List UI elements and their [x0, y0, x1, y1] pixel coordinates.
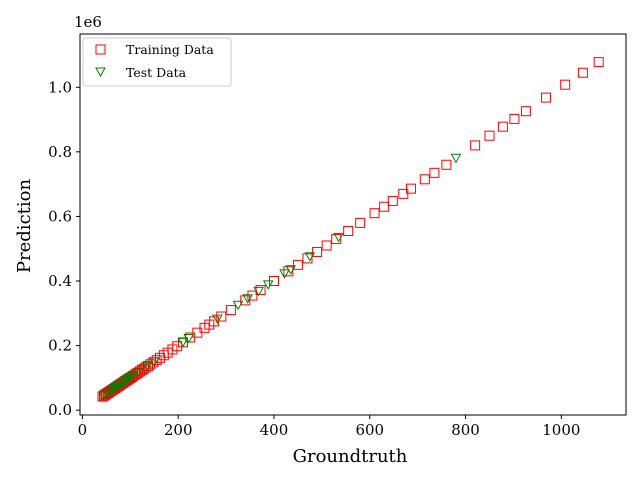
training-data-point [497, 121, 508, 132]
test-data-point [132, 368, 143, 379]
test-data-point [141, 362, 153, 372]
test-data-point [116, 379, 128, 389]
x-axis-label: Groundtruth [293, 446, 408, 467]
training-data-point [158, 350, 169, 361]
y-tick-label: 0.6 [48, 207, 72, 225]
training-data-point [484, 130, 495, 141]
training-data-point [387, 195, 398, 206]
test-data-point [104, 387, 116, 397]
y-offset-label: 1e6 [74, 13, 102, 31]
training-data-point [302, 253, 313, 264]
y-axis-ticks: 0.0 0.2 0.4 0.6 0.8 1.0 [48, 78, 80, 419]
training-data-point [343, 225, 354, 236]
x-tick-label: 200 [164, 421, 193, 439]
test-data-point [253, 286, 265, 297]
test-data-point [177, 337, 189, 348]
y-tick-label: 0.8 [48, 143, 72, 161]
y-tick-label: 0.4 [48, 272, 72, 290]
x-tick-label: 0 [78, 421, 88, 439]
training-data-point [225, 305, 236, 316]
x-tick-label: 1000 [542, 421, 580, 439]
test-data-point [148, 357, 160, 367]
test-data-point [285, 265, 297, 275]
test-data-point [121, 375, 132, 386]
training-data-point [520, 106, 531, 117]
test-data-point [333, 232, 344, 243]
test-data-point [118, 377, 130, 388]
test-data-point [109, 384, 120, 394]
training-data-point [321, 240, 332, 251]
training-data-point [379, 201, 390, 212]
training-data-point [419, 174, 430, 185]
test-data-point [123, 374, 135, 384]
y-axis-label: Prediction [14, 179, 35, 274]
test-data-point [242, 294, 253, 304]
training-data-point [216, 311, 227, 322]
legend-box [82, 37, 232, 87]
test-data-point [101, 388, 113, 399]
test-data-point [183, 333, 195, 344]
test-data-point [127, 371, 139, 382]
training-data-point [441, 159, 452, 170]
training-data-point [331, 234, 342, 245]
training-data-point [429, 167, 440, 178]
x-tick-label: 600 [355, 421, 384, 439]
test-data-point [98, 391, 109, 401]
training-data-point [312, 246, 323, 257]
legend-test-marker [95, 67, 106, 78]
test-data-point [212, 314, 223, 325]
training-data-point [143, 360, 154, 371]
legend-training-marker [95, 44, 106, 55]
legend-test-label: Test Data [126, 65, 187, 80]
test-data-point [262, 280, 274, 290]
training-data-point [470, 140, 481, 151]
training-data-point [509, 113, 520, 124]
x-tick-label: 400 [260, 421, 289, 439]
test-data-point [111, 382, 123, 392]
training-data-point [560, 79, 571, 90]
training-data-point [541, 92, 552, 103]
training-data-point [577, 67, 588, 78]
legend: Training Data Test Data [82, 37, 232, 87]
training-data-point [369, 208, 380, 219]
test-data-point [106, 385, 118, 396]
training-data-point [593, 57, 604, 68]
test-data-point [279, 269, 290, 279]
plot-frame [79, 33, 627, 416]
test-data-point [113, 380, 125, 391]
x-axis-ticks: 0 200 400 600 800 1000 [78, 415, 580, 439]
test-data-point [304, 252, 316, 262]
legend-training-label: Training Data [126, 42, 214, 57]
training-data-point [172, 341, 183, 352]
y-tick-label: 1.0 [48, 78, 72, 96]
training-data-point [292, 259, 303, 270]
x-tick-label: 800 [451, 421, 480, 439]
test-data-point [450, 153, 462, 164]
test-data-point [232, 300, 244, 311]
training-data-point [247, 290, 258, 301]
training-data-point [283, 266, 294, 277]
training-data-point [355, 217, 366, 228]
training-data-point [134, 366, 145, 377]
y-tick-label: 0.2 [48, 337, 72, 355]
training-data-point [405, 183, 416, 194]
y-tick-label: 0.0 [48, 401, 72, 419]
training-data-point [398, 188, 409, 199]
chart-marks [97, 57, 604, 402]
